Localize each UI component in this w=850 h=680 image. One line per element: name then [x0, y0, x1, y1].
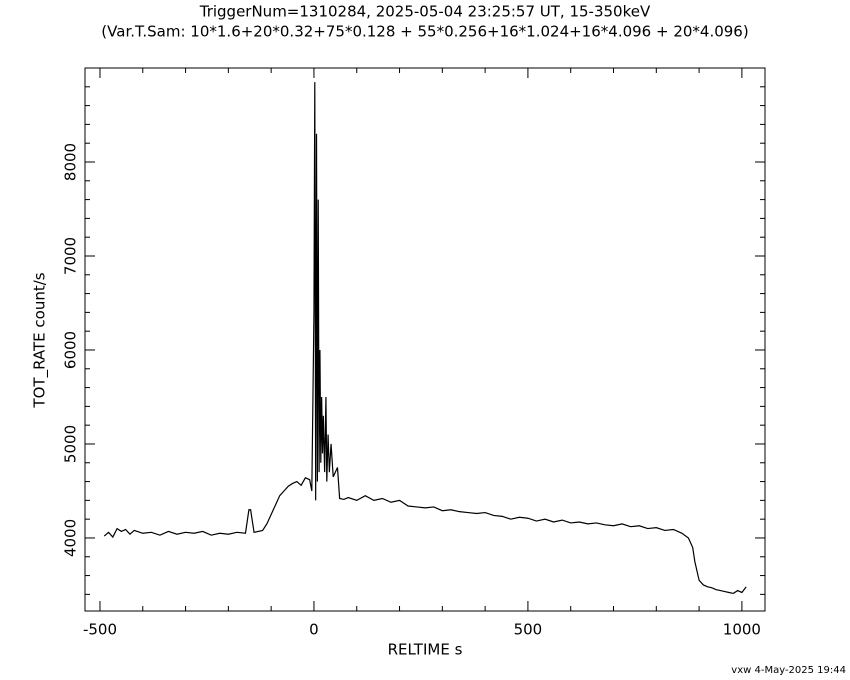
y-tick-label: 8000: [62, 143, 80, 181]
x-axis-title: RELTIME s: [388, 641, 463, 659]
y-axis-title: TOT_RATE count/s: [31, 272, 50, 408]
y-tick-label: 5000: [62, 425, 80, 463]
x-tick-label: -500: [83, 621, 117, 639]
y-tick-label: 4000: [62, 519, 80, 557]
footer: vxw 4-May-2025 19:44: [731, 665, 846, 676]
light-curve: [103, 82, 747, 595]
y-tick-label: 7000: [62, 237, 80, 275]
x-tick-label: 500: [514, 621, 543, 639]
y-tick-label: 6000: [62, 331, 80, 369]
chart-subtitle: (Var.T.Sam: 10*1.6+20*0.32+75*0.128 + 55…: [101, 23, 748, 41]
plot-frame: [84, 67, 766, 612]
x-tick-label: 0: [309, 621, 319, 639]
chart-title: TriggerNum=1310284, 2025-05-04 23:25:57 …: [199, 3, 651, 21]
x-tick-label: 1000: [723, 621, 761, 639]
